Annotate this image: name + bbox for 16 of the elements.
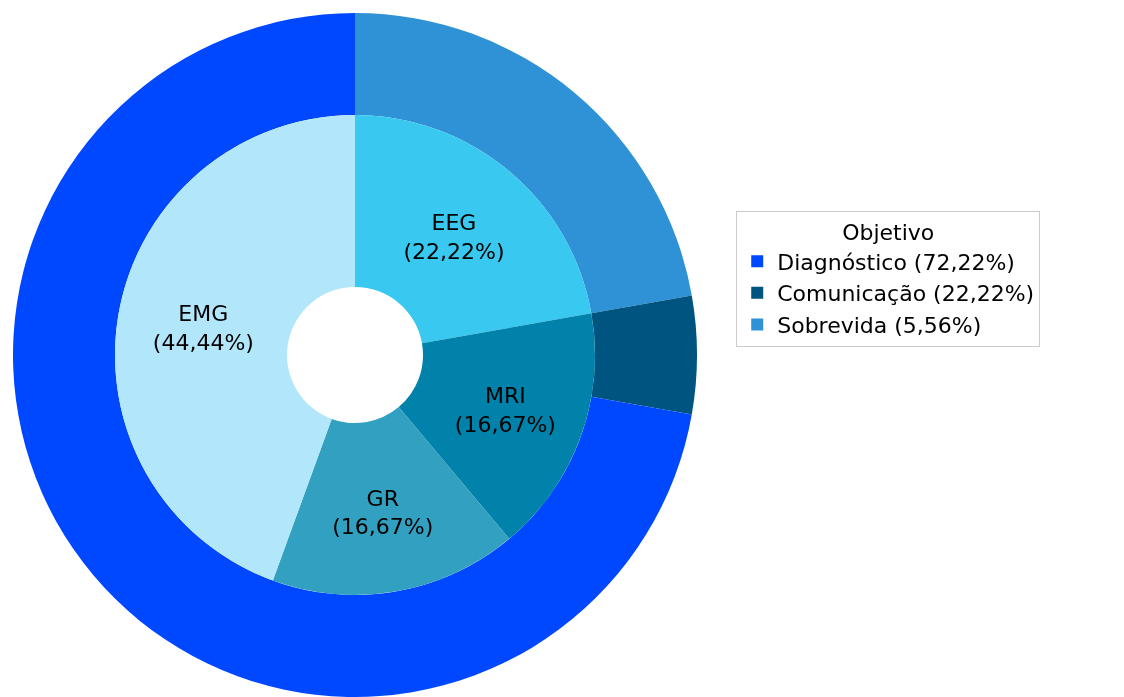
legend-label: Sobrevida (5,56%) — [777, 312, 982, 338]
legend-label: Diagnóstico (72,22%) — [777, 249, 1015, 275]
slice-label: MRI — [484, 382, 526, 408]
data-label: (16,67%) — [454, 411, 556, 437]
donut-slice — [355, 115, 592, 344]
legend-label: Comunicação (22,22%) — [777, 281, 1035, 307]
donut-slice — [355, 13, 692, 314]
data-label: (22,22%) — [403, 238, 505, 264]
donut-slice — [13, 13, 692, 697]
slice-label: EEG — [431, 210, 477, 236]
donut-slice — [591, 295, 697, 415]
slice-label: EMG — [178, 301, 229, 327]
data-label: (16,67%) — [332, 514, 434, 540]
slice-label: GR — [366, 485, 399, 511]
legend-title: Objetivo — [842, 220, 935, 246]
data-label: (44,44%) — [152, 330, 254, 356]
